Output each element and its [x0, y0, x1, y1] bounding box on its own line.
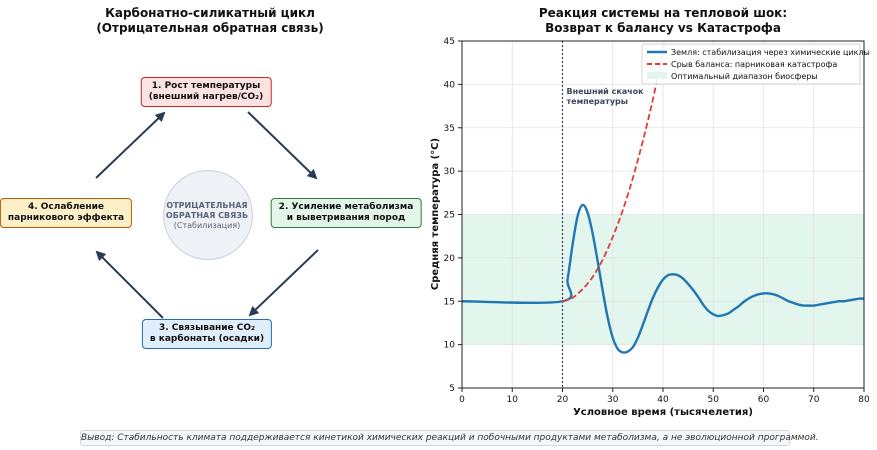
y-tick-label: 5: [449, 384, 455, 394]
center-line3: (Стабилизация): [173, 221, 241, 230]
x-tick-label: 30: [607, 395, 619, 405]
x-tick-label: 70: [808, 395, 820, 405]
x-tick-label: 10: [507, 395, 519, 405]
y-tick-label: 40: [444, 80, 456, 90]
cycle-title-line2: (Отрицательная обратная связь): [96, 21, 324, 35]
y-tick-label: 15: [444, 297, 455, 307]
legend-box: [641, 43, 861, 85]
legend-label-band: Оптимальный диапазон биосферы: [671, 72, 818, 81]
y-tick-label: 10: [444, 341, 456, 351]
y-tick-label: 35: [444, 124, 455, 134]
y-tick-label: 25: [444, 211, 455, 221]
x-tick-label: 20: [557, 395, 569, 405]
node-2-line1: 2. Усиление метаболизма: [278, 202, 414, 212]
legend-label-earth: Земля: стабилизация через химические цик…: [671, 48, 870, 57]
x-axis-label: Условное время (тысячелетия): [573, 407, 753, 418]
conclusion-footer: Вывод: Стабильность климата поддерживает…: [80, 430, 819, 446]
legend-label-catastrophe: Срыв баланса: парниковая катастрофа: [671, 60, 837, 69]
x-tick-label: 80: [858, 395, 870, 405]
cycle-title: Карбонатно-силикатный цикл (Отрицательна…: [30, 6, 390, 36]
node-4-line2: парникового эффекта: [7, 213, 125, 223]
x-tick-label: 40: [657, 395, 669, 405]
chart-title-line1: Реакция системы на тепловой шок:: [538, 6, 788, 20]
chart-legend: Земля: стабилизация через химические цик…: [641, 43, 870, 85]
shock-label-line1: Внешний скачок: [567, 87, 645, 96]
chart-title: Реакция системы на тепловой шок: Возврат…: [462, 6, 864, 36]
cycle-title-line1: Карбонатно-силикатный цикл: [105, 6, 315, 20]
feedback-center-circle: [163, 170, 253, 260]
center-line1: ОТРИЦАТЕЛЬНАЯ: [166, 201, 248, 210]
series-catastrophe-line: [562, 41, 666, 303]
x-tick-label: 60: [758, 395, 770, 405]
legend-swatch-band: [647, 72, 667, 79]
node-co2-binding: 3. Связывание CO₂ в карбонаты (осадки): [141, 319, 273, 349]
x-tick-label: 50: [708, 395, 720, 405]
feedback-center-label: ОТРИЦАТЕЛЬНАЯ ОБРАТНАЯ СВЯЗЬ (Стабилизац…: [151, 201, 263, 231]
series-earth-line: [462, 203, 864, 354]
node-temperature-rise: 1. Рост температуры (внешний нагрев/CO₂): [140, 77, 272, 107]
node-greenhouse-weakening: 4. Ослабление парникового эффекта: [0, 198, 133, 228]
node-4-line1: 4. Ослабление: [27, 202, 105, 212]
y-axis-label: Средняя температура (°C): [430, 138, 441, 290]
center-line2: ОБРАТНАЯ СВЯЗЬ: [165, 211, 249, 220]
y-tick-label: 45: [444, 37, 455, 47]
node-3-line1: 3. Связывание CO₂: [158, 323, 255, 333]
node-1-line1: 1. Рост температуры: [151, 81, 261, 91]
y-tick-label: 20: [444, 254, 456, 264]
node-metabolism-weathering: 2. Усиление метаболизма и выветривания п…: [270, 198, 422, 228]
shock-label-line2: температуры: [567, 97, 629, 106]
arrow-3-to-4: [95, 250, 164, 319]
arrow-1-to-2: [247, 111, 318, 180]
x-tick-label: 0: [459, 395, 465, 405]
arrow-4-to-1: [95, 111, 166, 179]
node-1-line2: (внешний нагрев/CO₂): [148, 92, 264, 102]
chart-title-line2: Возврат к балансу vs Катастрофа: [545, 21, 781, 35]
node-2-line2: и выветривания пород: [286, 213, 406, 223]
y-tick-label: 30: [444, 167, 456, 177]
arrow-2-to-3: [248, 249, 319, 317]
node-3-line2: в карбонаты (осадки): [149, 334, 265, 344]
